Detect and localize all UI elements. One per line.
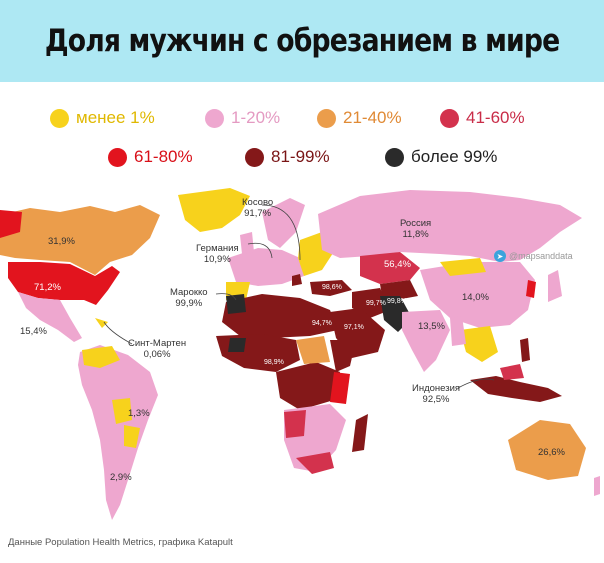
caribbean	[95, 318, 108, 328]
central-asia	[380, 280, 418, 300]
legend-item-1-20: 1-20%	[205, 106, 280, 130]
germany-leader-line	[247, 242, 273, 259]
colombia-venezuela	[82, 346, 120, 368]
bolivia	[112, 398, 132, 424]
sudan-chad	[296, 336, 330, 364]
label-india: 13,5%	[418, 321, 445, 332]
canada	[0, 205, 160, 275]
label-nigeria: 98,9%	[264, 359, 284, 366]
mongolia	[440, 258, 486, 276]
legend-label: более 99%	[411, 147, 498, 166]
sahel-dark	[228, 338, 246, 352]
legend-swatch	[245, 147, 264, 167]
label-brazil: 1,3%	[128, 408, 150, 419]
label-saudi: 97,1%	[344, 324, 364, 331]
greenland	[178, 188, 250, 232]
philippines	[520, 338, 530, 362]
legend-item-41-60: 41-60%	[440, 106, 525, 130]
legend-swatch	[440, 108, 459, 128]
label-usa: 71,2%	[34, 282, 61, 293]
legend-item-lt1: менее 1%	[50, 106, 155, 130]
label-turkey: 98,6%	[322, 284, 342, 291]
legend-label: 1-20%	[231, 108, 281, 127]
title-banner: Доля мужчин с обрезанием в мире	[0, 0, 604, 82]
madagascar	[352, 414, 368, 452]
sint-maarten-leader-line	[103, 321, 133, 345]
legend-swatch	[205, 108, 224, 128]
usa	[8, 262, 120, 305]
label-pakistan: 99,8%	[387, 298, 407, 305]
scandinavia	[262, 198, 305, 248]
legend-label: 21-40%	[343, 108, 402, 127]
watermark: ➤ @mapsanddata	[494, 250, 573, 262]
japan	[548, 270, 562, 302]
alaska	[0, 210, 22, 238]
morocco	[226, 294, 246, 314]
south-america	[78, 345, 158, 520]
new-zealand	[594, 476, 600, 496]
legend-item-81-99: 81-99%	[245, 145, 330, 169]
mexico	[18, 292, 82, 342]
legend-swatch	[317, 108, 336, 128]
uk	[240, 232, 254, 254]
turkey	[310, 280, 352, 296]
myanmar	[450, 316, 466, 346]
label-kazakhstan: 56,4%	[384, 259, 411, 270]
label-argentina: 2,9%	[110, 472, 132, 483]
legend-label: 41-60%	[466, 108, 525, 127]
north-africa	[222, 294, 338, 338]
kosovo-leader-line	[261, 204, 301, 261]
label-germany: Германия 10,9%	[196, 243, 239, 265]
label-russia: Россия 11,8%	[400, 218, 432, 240]
india	[402, 310, 450, 372]
label-morocco: Марокко 99,9%	[170, 287, 208, 309]
legend-label: 81-99%	[271, 147, 330, 166]
china	[420, 262, 535, 328]
indonesia-leader-line	[457, 378, 495, 389]
label-egypt: 94,7%	[312, 320, 332, 327]
russia	[318, 190, 582, 262]
legend-label: 61-80%	[134, 147, 193, 166]
west-africa	[216, 334, 300, 372]
legend-swatch	[385, 147, 404, 167]
legend: менее 1% 1-20% 21-40% 41-60% 61-80% 81-9…	[0, 100, 604, 180]
kosovo-region	[292, 274, 302, 286]
legend-item-61-80: 61-80%	[108, 145, 193, 169]
label-china: 14,0%	[462, 292, 489, 303]
indonesia	[470, 376, 562, 402]
central-africa	[276, 362, 340, 410]
kazakhstan	[360, 252, 420, 284]
east-africa	[330, 372, 350, 404]
label-kosovo: Косово 91,7%	[242, 197, 274, 219]
legend-label: менее 1%	[76, 108, 155, 127]
label-canada: 31,9%	[48, 236, 75, 247]
watermark-text: @mapsanddata	[509, 251, 573, 261]
south-africa	[296, 452, 334, 474]
label-indonesia: Индонезия 92,5%	[412, 383, 461, 405]
southeast-asia	[460, 326, 498, 362]
label-mexico: 15,4%	[20, 326, 47, 337]
label-sint-maarten: Синт-Мартен 0,06%	[128, 338, 187, 360]
western-europe	[228, 248, 304, 286]
world-map	[0, 188, 600, 520]
label-afghanistan: 99,7%	[366, 300, 386, 307]
telegram-icon: ➤	[494, 250, 506, 262]
label-australia: 26,6%	[538, 447, 565, 458]
legend-item-21-40: 21-40%	[317, 106, 402, 130]
korea	[526, 280, 536, 298]
angola	[284, 410, 306, 438]
legend-item-gt99: более 99%	[385, 145, 497, 169]
legend-swatch	[108, 147, 127, 167]
morocco-leader-line	[215, 293, 237, 301]
paraguay	[124, 425, 140, 448]
malaysia	[500, 364, 524, 380]
horn-of-africa	[330, 340, 356, 372]
map-title: Доля мужчин с обрезанием в мире	[44, 23, 560, 59]
australia	[508, 420, 586, 480]
legend-swatch	[50, 108, 69, 128]
source-credit: Данные Population Health Metrics, график…	[8, 537, 233, 548]
